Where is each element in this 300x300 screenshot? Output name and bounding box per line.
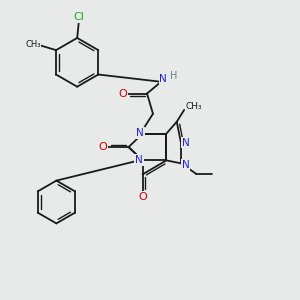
Text: O: O bbox=[118, 88, 127, 98]
Text: N: N bbox=[182, 160, 190, 170]
Text: H: H bbox=[170, 71, 178, 81]
Text: O: O bbox=[99, 142, 107, 152]
Text: N: N bbox=[136, 128, 144, 138]
Text: N: N bbox=[182, 138, 190, 148]
Text: CH₃: CH₃ bbox=[185, 102, 202, 111]
Text: O: O bbox=[138, 192, 147, 202]
Text: CH₃: CH₃ bbox=[25, 40, 40, 49]
Text: Cl: Cl bbox=[73, 12, 84, 22]
Text: N: N bbox=[160, 74, 167, 84]
Text: N: N bbox=[135, 155, 143, 165]
